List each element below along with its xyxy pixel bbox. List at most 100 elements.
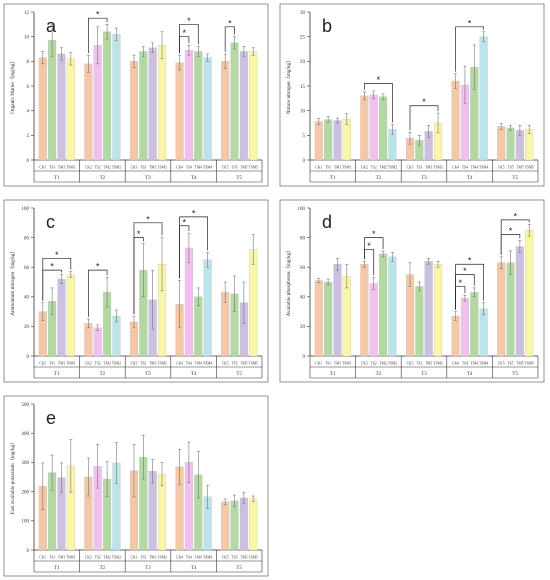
group-label: T5 [512, 372, 518, 377]
category-label: CK2 [361, 166, 368, 170]
category-label: TSM4 [203, 362, 212, 366]
y-tick-label: 60 [24, 266, 30, 271]
bar [230, 500, 239, 551]
panel-letter: c [46, 212, 55, 232]
y-tick-label: 40 [24, 296, 30, 301]
bar [451, 315, 460, 357]
significance-star: * [187, 16, 191, 26]
significance-bracket [88, 17, 108, 54]
y-tick-label: 80 [24, 236, 30, 241]
significance-star: * [463, 266, 467, 276]
significance-star: * [96, 262, 100, 272]
category-label: TSM1 [66, 556, 75, 560]
y-tick-label: 100 [298, 207, 306, 212]
category-label: TS1 [325, 166, 331, 170]
bar [203, 259, 212, 357]
significance-star: * [137, 229, 141, 239]
category-label: TSM2 [112, 166, 121, 170]
y-axis-label: Nitrate nitrogen（mg/kg） [285, 58, 292, 115]
category-label: TS1 [325, 362, 331, 366]
category-label: TM1 [334, 362, 341, 366]
panel-frame [3, 199, 269, 383]
bar [360, 264, 369, 357]
category-label: TM5 [240, 362, 247, 366]
category-label: CK1 [315, 362, 322, 366]
bar [84, 323, 93, 357]
category-label: TSM1 [66, 362, 75, 366]
bar [388, 256, 397, 357]
panel-letter: a [46, 16, 57, 36]
y-axis-label: Ammonium nitrogen（mg/kg） [9, 248, 16, 315]
y-axis-label: Available phosphorus（mg/kg） [285, 248, 292, 317]
bar [379, 96, 388, 161]
y-tick-label: 10 [24, 35, 30, 40]
category-label: CK4 [176, 166, 183, 170]
category-label: CK1 [315, 166, 322, 170]
bar [405, 274, 415, 357]
bar [148, 47, 157, 161]
significance-bracket [224, 26, 235, 52]
significance-star: * [468, 256, 472, 266]
category-label: CK2 [85, 166, 92, 170]
category-label: TS1 [49, 556, 55, 560]
bar [184, 50, 193, 161]
bar [470, 292, 479, 357]
significance-star: * [182, 28, 186, 38]
group-label: T5 [236, 176, 242, 181]
group-label: T4 [191, 176, 197, 181]
significance-bracket [179, 23, 199, 54]
bar [342, 118, 351, 161]
significance-star: * [367, 241, 371, 251]
significance-star: * [182, 217, 186, 227]
category-label: TM4 [195, 166, 202, 170]
y-tick-label: 8 [27, 60, 30, 65]
y-tick-label: 15 [300, 85, 306, 90]
category-label: TM3 [149, 362, 156, 366]
category-label: TS4 [462, 362, 468, 366]
category-label: CK3 [131, 556, 138, 560]
y-tick-label: 0 [27, 355, 30, 360]
category-label: TS1 [49, 166, 55, 170]
significance-bracket [500, 219, 530, 255]
category-label: CK2 [85, 362, 92, 366]
y-tick-label: 40 [300, 296, 306, 301]
group-label: T4 [191, 372, 197, 377]
group-label: T2 [100, 566, 106, 571]
category-label: TSM3 [157, 166, 166, 170]
y-tick-label: 300 [22, 461, 30, 466]
y-axis-label: Organic Matter（mg/kg） [9, 58, 16, 113]
bar [230, 42, 239, 161]
significance-star: * [96, 10, 100, 20]
category-label: TSM5 [249, 556, 258, 560]
category-label: TM4 [195, 556, 202, 560]
group-label: T1 [54, 176, 60, 181]
category-label: TS3 [140, 362, 146, 366]
bar [93, 327, 102, 357]
category-label: TM2 [379, 362, 386, 366]
y-tick-label: 0 [27, 549, 30, 554]
significance-star: * [422, 97, 426, 107]
category-label: TSM4 [479, 362, 488, 366]
bar [314, 280, 323, 357]
category-label: CK5 [222, 166, 229, 170]
panel-e: 0 100 200 300 400 500 Fast available potassium… [3, 395, 269, 577]
category-label: TM1 [58, 556, 65, 560]
category-label: CK4 [176, 362, 183, 366]
bar [221, 61, 230, 161]
bar [360, 95, 369, 161]
category-label: TSM2 [112, 556, 121, 560]
category-label: TSM2 [388, 166, 397, 170]
panel-frame [3, 395, 269, 577]
y-tick-label: 20 [300, 325, 306, 330]
category-label: CK1 [39, 362, 46, 366]
group-label: T2 [376, 176, 382, 181]
bar [66, 274, 75, 357]
category-label: TSM1 [342, 362, 351, 366]
bar [497, 126, 506, 161]
category-label: TSM4 [479, 166, 488, 170]
y-tick-label: 80 [300, 236, 306, 241]
category-label: TSM4 [203, 166, 212, 170]
group-label: T5 [512, 176, 518, 181]
group-label: T1 [330, 372, 336, 377]
